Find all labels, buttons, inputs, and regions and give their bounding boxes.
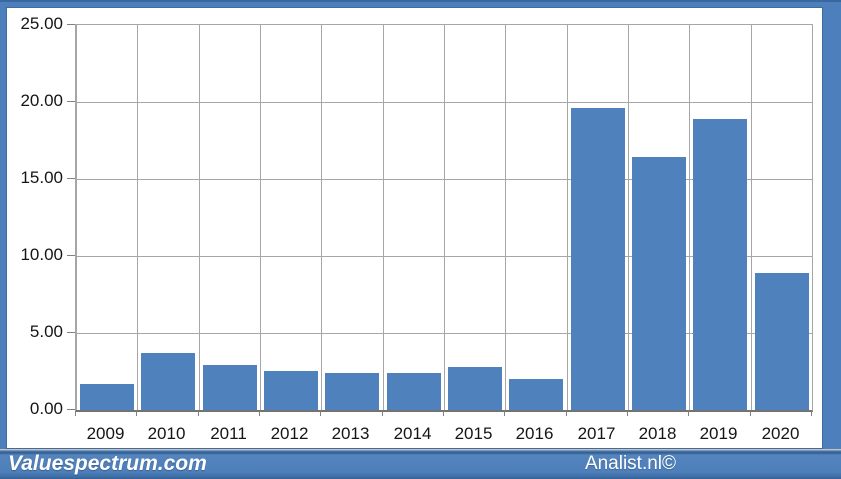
- bar-2013: [325, 373, 379, 410]
- vertical-gridline: [751, 25, 752, 410]
- plot-area: [75, 24, 813, 412]
- y-axis-label: 25.00: [20, 14, 63, 33]
- vertical-gridline: [137, 25, 138, 410]
- horizontal-gridline: [76, 333, 812, 334]
- x-axis-label-2014: 2014: [393, 424, 432, 443]
- vertical-gridline: [199, 25, 200, 410]
- valuespectrum-watermark: Valuespectrum.com: [8, 452, 207, 475]
- y-axis-tick: [67, 24, 75, 25]
- x-axis-tick: [320, 411, 321, 416]
- bar-2011: [203, 365, 257, 410]
- x-axis-tick: [688, 411, 689, 416]
- vertical-gridline: [383, 25, 384, 410]
- x-axis-label-2015: 2015: [454, 424, 493, 443]
- bar-2012: [264, 371, 318, 410]
- bar-2010: [141, 353, 195, 410]
- y-axis-tick: [67, 101, 75, 102]
- vertical-gridline: [76, 25, 77, 410]
- x-axis-label-2018: 2018: [638, 424, 677, 443]
- y-axis-label: 5.00: [29, 322, 63, 341]
- x-axis-label-2010: 2010: [147, 424, 186, 443]
- y-axis-label: 20.00: [20, 91, 63, 110]
- x-axis-tick: [198, 411, 199, 416]
- x-axis-tick: [382, 411, 383, 416]
- x-axis-label-2012: 2012: [270, 424, 309, 443]
- analist-watermark: Analist.nl©: [584, 453, 677, 474]
- x-axis-label-2016: 2016: [515, 424, 554, 443]
- x-axis-tick: [443, 411, 444, 416]
- bar-2019: [693, 119, 747, 410]
- y-axis-tick: [67, 255, 75, 256]
- y-axis-label: 10.00: [20, 245, 63, 264]
- vertical-gridline: [628, 25, 629, 410]
- bar-2014: [387, 373, 441, 410]
- x-axis-tick: [136, 411, 137, 416]
- x-axis-label-2020: 2020: [761, 424, 800, 443]
- vertical-gridline: [260, 25, 261, 410]
- horizontal-gridline: [76, 179, 812, 180]
- x-axis-label-2009: 2009: [86, 424, 125, 443]
- x-axis-tick: [750, 411, 751, 416]
- x-axis-label-2013: 2013: [331, 424, 370, 443]
- bar-2017: [571, 108, 625, 410]
- bar-2020: [755, 273, 809, 410]
- vertical-gridline: [689, 25, 690, 410]
- x-axis-tick: [811, 411, 812, 416]
- horizontal-gridline: [76, 102, 812, 103]
- vertical-gridline: [505, 25, 506, 410]
- x-axis-label-2011: 2011: [210, 424, 247, 443]
- y-axis-tick: [67, 178, 75, 179]
- horizontal-gridline: [76, 256, 812, 257]
- bar-2015: [448, 367, 502, 410]
- vertical-gridline: [567, 25, 568, 410]
- x-axis-tick: [627, 411, 628, 416]
- x-axis-tick: [259, 411, 260, 416]
- x-axis-tick: [504, 411, 505, 416]
- y-axis-tick: [67, 409, 75, 410]
- x-axis-label-2019: 2019: [699, 424, 738, 443]
- y-axis-tick: [67, 332, 75, 333]
- vertical-gridline: [812, 25, 813, 410]
- x-axis-label-2017: 2017: [577, 424, 616, 443]
- vertical-gridline: [321, 25, 322, 410]
- vertical-gridline: [444, 25, 445, 410]
- bar-2009: [80, 384, 134, 410]
- y-axis-label: 15.00: [20, 168, 63, 187]
- y-axis-label: 0.00: [29, 399, 63, 418]
- chart-panel: 0.00 5.00 10.00 15.00 20.00 25.00 2009 2010 2011…: [6, 7, 823, 449]
- bar-2016: [509, 379, 563, 410]
- x-axis-tick: [75, 411, 76, 416]
- bar-2018: [632, 157, 686, 410]
- attribution-footer: Valuespectrum.com Analist.nl©: [0, 449, 841, 479]
- x-axis-tick: [566, 411, 567, 416]
